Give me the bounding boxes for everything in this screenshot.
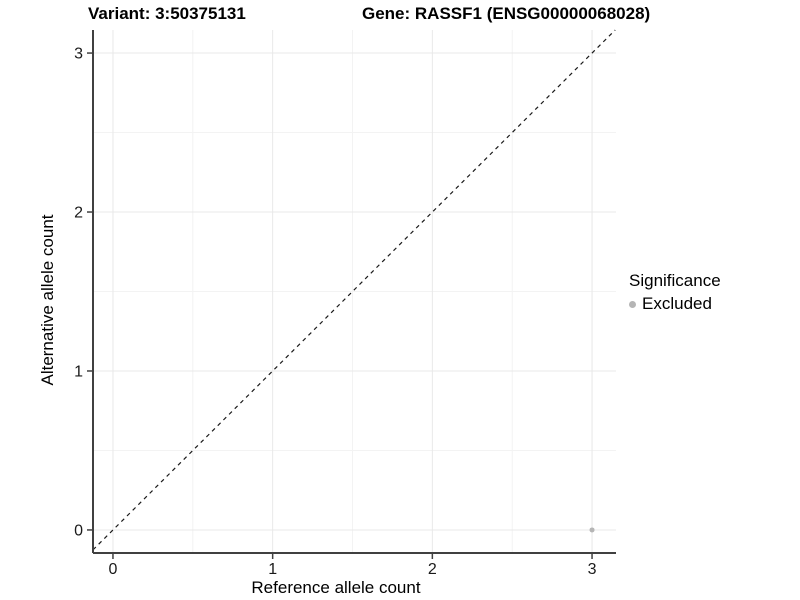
y-tick-label: 0 [74,522,83,539]
data-point [589,527,595,533]
x-tick-label: 2 [428,561,437,578]
legend-title: Significance [629,271,721,290]
legend-item-label: Excluded [642,294,712,313]
variant-title: Variant: 3:50375131 [88,4,246,23]
legend-item: Excluded [629,294,721,314]
gene-title: Gene: RASSF1 (ENSG00000068028) [362,4,651,23]
legend: Significance Excluded [629,271,721,314]
y-tick-label: 1 [74,363,83,380]
y-axis-title: Alternative allele count [38,214,57,386]
y-tick-label: 2 [74,205,83,222]
identity-line [92,29,616,551]
x-axis-title: Reference allele count [251,578,421,597]
x-tick-label: 0 [109,561,118,578]
y-tick-label: 3 [74,46,83,63]
x-tick-label: 3 [588,561,597,578]
x-tick-label: 1 [268,561,277,578]
legend-point-icon [629,300,636,308]
